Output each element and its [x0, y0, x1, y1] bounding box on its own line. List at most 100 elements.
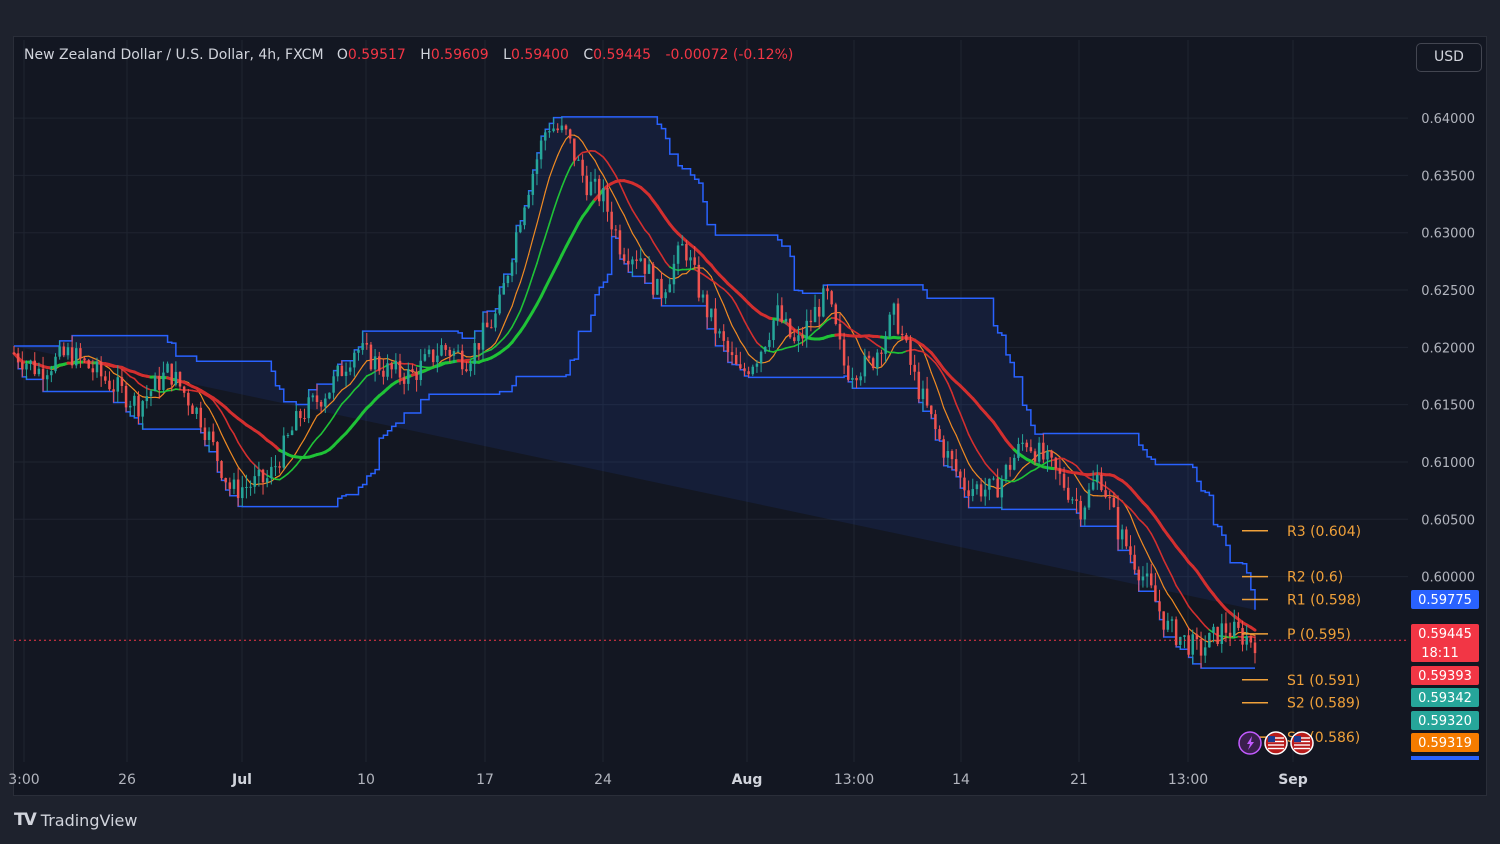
ma-fast-segment: [532, 223, 538, 240]
ma-fast-segment: [332, 394, 339, 402]
ma-fast-segment: [594, 159, 600, 170]
candle-body: [747, 371, 750, 375]
high-label: H: [420, 47, 431, 63]
chart-pane[interactable]: [13, 36, 1487, 796]
x-tick-label: Sep: [1278, 772, 1308, 788]
candle-body: [660, 278, 663, 299]
candle-body: [452, 351, 456, 356]
candle-body: [531, 173, 535, 195]
tradingview-brand[interactable]: TV TradingView: [14, 810, 137, 830]
ma-mid-segment: [980, 455, 987, 465]
ma-mid-segment: [1137, 518, 1144, 524]
ma-mid-segment: [253, 464, 260, 470]
ma-mid-segment: [1204, 625, 1211, 631]
ma-mid-segment: [361, 375, 368, 382]
tradingview-logo-icon: TV: [14, 810, 37, 830]
ma-mid-segment: [341, 398, 347, 405]
ma-fast-segment: [640, 247, 646, 256]
ma-mid-segment: [121, 368, 127, 374]
ma-mid-segment: [125, 371, 132, 378]
candle-body: [158, 375, 161, 390]
ma-mid-segment: [652, 241, 659, 250]
pivot-label: P (0.595): [1287, 627, 1351, 643]
candle-body: [315, 395, 319, 403]
ma-mid-segment: [722, 288, 729, 294]
candle-body: [589, 181, 593, 196]
ma-mid-segment: [370, 370, 376, 375]
ma-mid-segment: [511, 318, 518, 328]
candle-body: [431, 349, 435, 363]
symbol-label: New Zealand Dollar / U.S. Dollar, 4h, FX…: [24, 47, 324, 63]
candle-body: [1166, 620, 1170, 630]
candle-body: [726, 340, 730, 353]
us-flag-icon[interactable]: [1290, 731, 1314, 755]
candle-body: [776, 305, 779, 321]
ma-fast-segment: [731, 325, 737, 334]
ma-fast-segment: [855, 338, 862, 350]
ma-fast-segment: [1013, 472, 1020, 480]
candle-body: [357, 349, 360, 353]
ma-mid-segment: [801, 338, 808, 343]
candle-body: [1170, 619, 1174, 621]
ma-fast-segment: [523, 253, 530, 270]
ma-fast-segment: [951, 426, 957, 436]
candle-body: [1137, 569, 1141, 581]
ma-fast-segment: [486, 346, 492, 351]
us-flag-icon[interactable]: [1264, 731, 1288, 755]
ma-fast-segment: [797, 328, 804, 331]
candle-body: [577, 159, 580, 161]
ma-fast-segment: [225, 442, 231, 452]
candle-body: [718, 331, 721, 334]
candle-body: [805, 320, 808, 339]
ma-fast-segment: [582, 141, 588, 150]
candle-body: [1174, 619, 1178, 645]
ma-fast-segment: [113, 372, 119, 376]
ma-fast-segment: [976, 474, 982, 481]
candle-body: [336, 365, 339, 377]
candle-body: [1091, 482, 1095, 490]
ma-fast-segment: [528, 238, 534, 255]
ma-mid-segment: [536, 248, 542, 265]
candle-body: [16, 353, 20, 363]
candle-body: [992, 478, 995, 480]
ma-fast-segment: [92, 357, 98, 361]
ma-mid-segment: [224, 418, 231, 429]
candle-body: [917, 371, 921, 400]
ma-fast-segment: [1179, 613, 1186, 622]
ma-fast-segment: [926, 359, 932, 374]
ma-fast-segment: [822, 317, 829, 324]
ma-fast-segment: [1183, 619, 1190, 629]
ma-fast-segment: [590, 154, 596, 162]
candle-body: [996, 478, 999, 498]
currency-button[interactable]: USD: [1416, 43, 1482, 72]
candle-body: [1062, 473, 1066, 488]
ma-mid-segment: [947, 382, 953, 394]
candle-body: [510, 262, 514, 276]
ma-mid-segment: [822, 319, 829, 325]
candle-body: [311, 395, 315, 398]
candle-body: [162, 372, 165, 390]
ma-fast-segment: [137, 393, 144, 398]
flag-canton: [1294, 736, 1301, 742]
candle-body: [407, 369, 410, 384]
candle-body: [220, 461, 223, 478]
ma-fast-segment: [718, 295, 725, 306]
ma-fast-segment: [299, 438, 306, 447]
ma-fast-segment: [714, 285, 721, 297]
lightning-glyph: [1247, 736, 1254, 750]
candle-body: [120, 377, 124, 386]
candle-body: [481, 322, 485, 350]
low-label: L: [503, 47, 511, 63]
price-tag-label: 0.59445: [1418, 627, 1472, 642]
candle-body: [1033, 451, 1037, 462]
ma-mid-segment: [868, 338, 874, 343]
candle-body: [299, 411, 302, 419]
open-value: 0.59517: [347, 47, 406, 63]
candle-body: [324, 398, 327, 407]
ma-fast-segment: [1142, 543, 1148, 554]
ma-fast-segment: [843, 317, 849, 325]
candle-body: [1116, 507, 1120, 540]
candle-body: [37, 368, 41, 375]
candle-body: [58, 346, 61, 357]
